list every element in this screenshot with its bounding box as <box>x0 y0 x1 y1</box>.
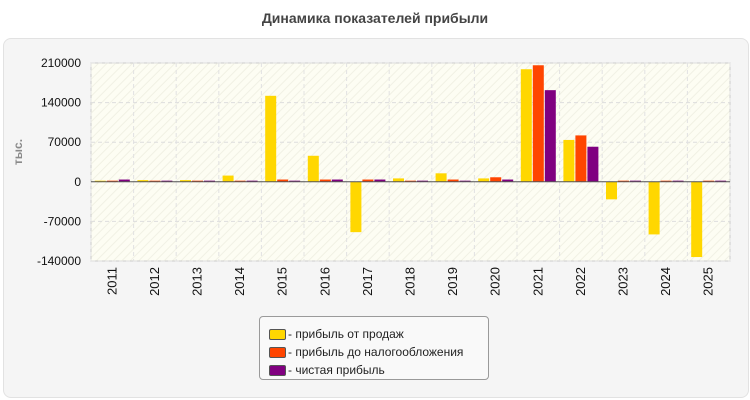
plot-area <box>90 62 731 262</box>
bar-2020-series-3 <box>502 179 514 182</box>
bar-2011-series-1 <box>94 180 106 182</box>
y-tick-label: 140000 <box>41 96 81 110</box>
y-tick-label: -70000 <box>44 214 82 228</box>
chart-title: Динамика показателей прибыли <box>261 10 489 26</box>
y-tick-label: 210000 <box>41 56 81 70</box>
bar-2018-series-3 <box>417 180 428 182</box>
bar-2021-series-2 <box>532 65 544 182</box>
bar-2024-series-3 <box>672 180 684 182</box>
bar-2014-series-2 <box>234 180 246 182</box>
bar-2017-series-1 <box>350 181 362 233</box>
bar-2011-series-3 <box>118 179 130 182</box>
bar-2025-series-1 <box>691 181 703 258</box>
y-tick-label: 0 <box>74 175 81 189</box>
bar-2020-series-2 <box>490 177 502 182</box>
legend-swatch <box>269 328 286 340</box>
x-tick-label: 2017 <box>360 267 375 296</box>
bar-2012-series-2 <box>149 180 161 182</box>
bar-2015-series-3 <box>289 180 301 182</box>
bar-2011-series-2 <box>106 180 118 182</box>
x-tick-label: 2022 <box>573 267 588 296</box>
bar-2016-series-3 <box>331 179 343 182</box>
y-axis-label: тыс. <box>11 139 25 165</box>
bar-2018-series-2 <box>405 180 416 182</box>
x-tick-label: 2018 <box>403 267 418 296</box>
bar-2022-series-3 <box>587 146 599 182</box>
bar-2016-series-1 <box>307 155 319 182</box>
bar-2013-series-3 <box>204 180 215 182</box>
x-tick-label: 2014 <box>232 267 247 296</box>
bar-2021-series-3 <box>544 90 556 182</box>
bar-2015-series-2 <box>277 179 289 182</box>
legend-swatch <box>269 364 286 376</box>
bar-2012-series-3 <box>161 180 173 182</box>
bar-2016-series-2 <box>319 179 331 182</box>
x-tick-label: 2011 <box>104 267 119 295</box>
bar-2017-series-2 <box>362 179 374 182</box>
legend-item-1: - прибыль от продаж <box>269 325 488 343</box>
x-tick-label: 2020 <box>488 267 503 296</box>
bar-2025-series-3 <box>715 180 727 182</box>
legend-label: - прибыль до налогообложения <box>288 345 464 359</box>
bar-2014-series-1 <box>222 175 234 182</box>
bar-2018-series-1 <box>393 178 404 182</box>
x-tick-label: 2015 <box>275 267 290 296</box>
bar-2019-series-2 <box>447 179 459 182</box>
bar-2012-series-1 <box>137 180 149 182</box>
y-tick-label: 70000 <box>48 135 82 149</box>
x-tick-label: 2016 <box>317 267 332 296</box>
bar-2019-series-3 <box>459 180 471 182</box>
bar-2017-series-3 <box>374 179 386 182</box>
bars <box>94 65 727 258</box>
bar-2023-series-2 <box>618 180 629 182</box>
x-tick-label: 2013 <box>190 267 205 296</box>
bar-2025-series-2 <box>703 180 715 182</box>
x-tick-label: 2024 <box>658 267 673 296</box>
x-tick-label: 2023 <box>616 267 631 296</box>
x-tick-label: 2012 <box>147 267 162 296</box>
legend: - прибыль от продаж - прибыль до налогооб… <box>259 316 489 380</box>
legend-label: - прибыль от продаж <box>288 327 404 341</box>
bar-2013-series-1 <box>180 180 191 182</box>
bar-2019-series-1 <box>435 173 447 182</box>
bar-2023-series-3 <box>630 180 641 182</box>
bar-2023-series-1 <box>606 181 617 200</box>
bar-2020-series-1 <box>478 178 490 182</box>
y-tick-label: -140000 <box>37 254 81 268</box>
bar-2014-series-3 <box>246 180 258 182</box>
bar-2024-series-1 <box>648 181 660 235</box>
axes: 210000 140000 70000 0 -70000 -140000 2011 2012 2… <box>37 56 730 296</box>
bar-2013-series-2 <box>192 180 203 182</box>
bar-2021-series-1 <box>520 69 532 182</box>
x-tick-label: 2021 <box>530 267 545 296</box>
legend-label: - чистая прибыль <box>288 363 385 377</box>
legend-swatch <box>269 346 286 358</box>
bar-2024-series-2 <box>660 180 672 182</box>
legend-item-2: - прибыль до налогообложения <box>269 343 488 361</box>
legend-item-3: - чистая прибыль <box>269 361 488 379</box>
x-tick-label: 2019 <box>445 267 460 296</box>
bar-2015-series-1 <box>265 95 277 182</box>
x-tick-label: 2025 <box>701 267 716 296</box>
bar-2022-series-1 <box>563 139 575 182</box>
bar-2022-series-2 <box>575 135 587 182</box>
